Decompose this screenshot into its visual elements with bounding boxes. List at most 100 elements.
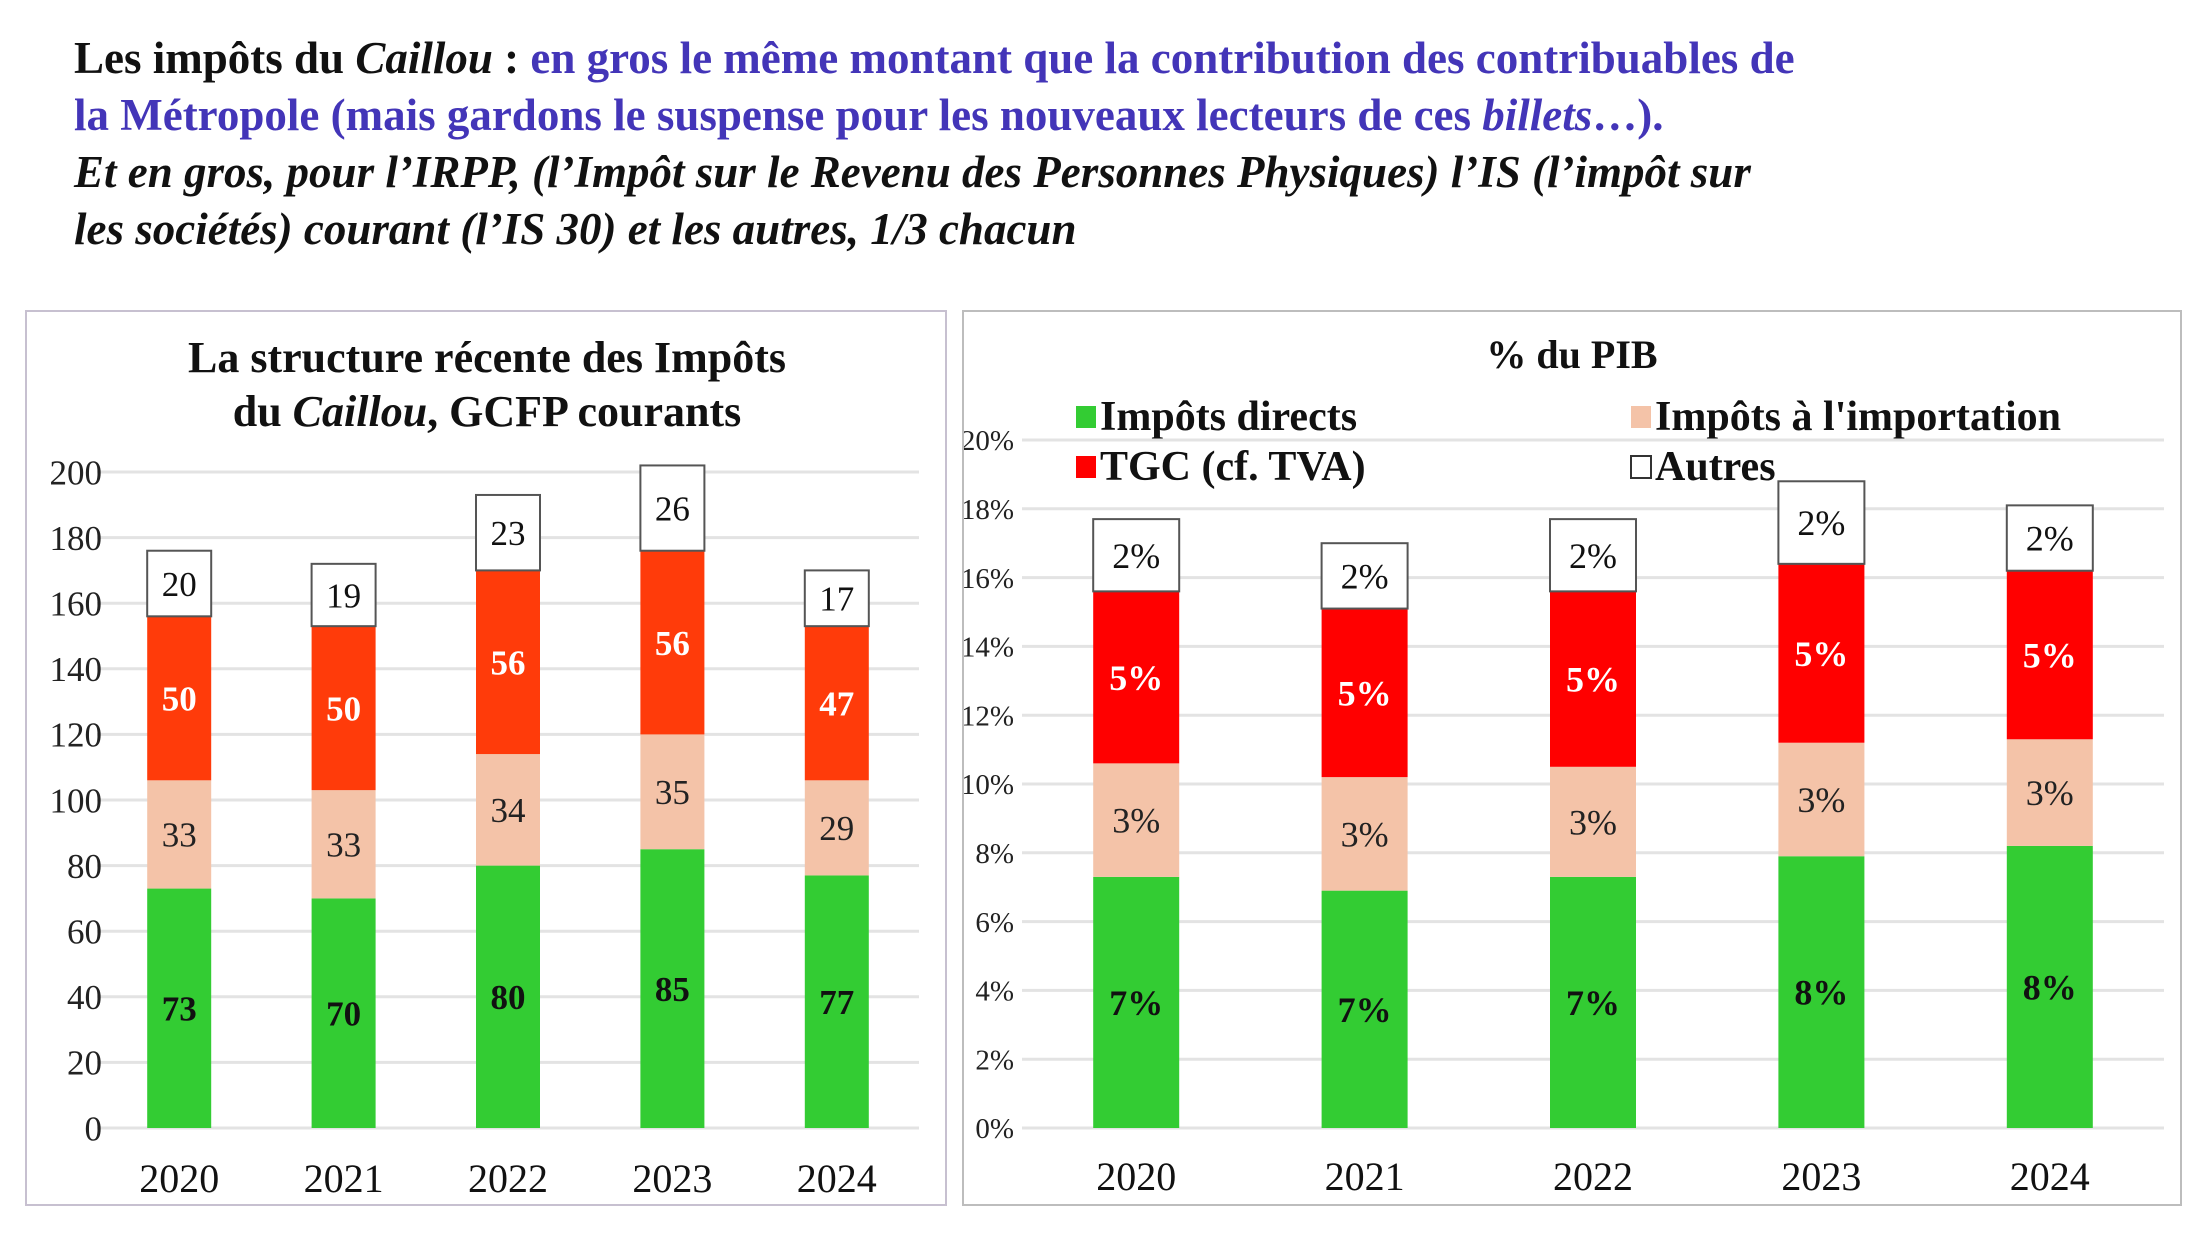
legend-swatch	[1631, 406, 1651, 428]
data-label: 33	[162, 816, 197, 855]
data-label: 7%	[1566, 983, 1620, 1023]
bar-segment	[639, 464, 706, 552]
data-label: 77	[819, 983, 854, 1022]
legend-swatch	[1630, 455, 1652, 479]
y-tick-label: 14%	[964, 632, 1014, 664]
y-tick-label: 6%	[975, 907, 1014, 939]
y-tick-label: 2%	[975, 1044, 1014, 1076]
y-tick-label: 180	[50, 519, 103, 558]
legend-swatch	[1076, 406, 1096, 428]
bar-segment	[1550, 766, 1636, 877]
x-tick-label: 2023	[1781, 1154, 1861, 1199]
chart-title-line-1: La structure récente des Impôts	[188, 333, 786, 382]
x-tick-label: 2023	[632, 1156, 712, 1201]
legend-swatch	[1076, 456, 1096, 478]
bar-segment	[803, 569, 870, 628]
bar-segment	[1321, 777, 1408, 891]
y-tick-label: 12%	[964, 700, 1014, 732]
title-post: , GCFP courants	[427, 387, 741, 436]
bar-segment	[804, 780, 869, 876]
intro-blue-end: …).	[1592, 90, 1664, 140]
bar-segment	[1093, 591, 1180, 764]
bar-segment	[147, 780, 212, 889]
data-label: 56	[491, 643, 526, 682]
data-label: 19	[326, 576, 361, 615]
data-label: 2%	[1341, 556, 1389, 596]
data-label: 50	[326, 689, 361, 728]
x-tick-label: 2020	[139, 1156, 219, 1201]
data-label: 20	[162, 565, 197, 604]
bar-segment	[1320, 542, 1409, 610]
y-tick-label: 60	[67, 912, 102, 951]
bar-segment	[147, 888, 212, 1128]
y-tick-label: 4%	[975, 976, 1014, 1008]
data-label: 35	[655, 773, 690, 812]
intro-colon: :	[492, 33, 531, 83]
data-label: 3%	[2026, 773, 2074, 813]
intro-blue-2: la Métropole (mais gardons le suspense p…	[74, 90, 1483, 140]
data-label: 3%	[1112, 801, 1160, 841]
bar-segment	[1321, 608, 1408, 778]
data-label: 80	[491, 978, 526, 1017]
bar-segment	[1777, 480, 1866, 565]
y-tick-label: 16%	[964, 563, 1014, 595]
intro-billets: billets	[1482, 90, 1593, 140]
intro-caillou: Caillou	[355, 33, 493, 83]
bar-segment	[1550, 876, 1636, 1128]
y-tick-label: 100	[50, 781, 103, 820]
y-tick-label: 120	[50, 716, 103, 755]
data-label: 8%	[1794, 973, 1848, 1013]
bar-segment	[2006, 739, 2093, 846]
y-tick-label: 140	[50, 650, 103, 689]
data-label: 85	[655, 970, 690, 1009]
bar-segment	[1321, 890, 1408, 1128]
data-label: 5%	[1566, 660, 1620, 700]
y-tick-label: 10%	[964, 769, 1014, 801]
data-label: 47	[819, 684, 854, 723]
bar-segment	[311, 626, 376, 791]
bar-segment	[1778, 742, 1865, 857]
y-tick-label: 8%	[975, 838, 1014, 870]
intro-lead: Les impôts du	[74, 33, 356, 83]
bar-segment	[476, 754, 540, 866]
data-label: 2%	[2026, 519, 2074, 559]
bar-segment	[1778, 856, 1865, 1128]
data-label: 73	[162, 990, 197, 1029]
x-tick-label: 2022	[468, 1156, 548, 1201]
bar-segment	[1549, 518, 1637, 593]
data-label: 7%	[1109, 983, 1163, 1023]
data-label: 2%	[1569, 536, 1617, 576]
intro-blue-1: en gros le même montant que la contribut…	[530, 33, 1795, 83]
intro-line-2: la Métropole (mais gardons le suspense p…	[74, 87, 2184, 144]
bar-segment	[640, 734, 705, 850]
intro-line-3: Et en gros, pour l’IRPP, (l’Impôt sur le…	[74, 147, 1751, 197]
title-caillou: Caillou	[293, 387, 428, 436]
intro-line-4: les sociétés) courant (l’IS 30) et les a…	[74, 204, 1077, 254]
y-tick-label: 18%	[964, 494, 1014, 526]
bar-segment	[1093, 876, 1180, 1128]
x-tick-label: 2024	[2010, 1154, 2090, 1199]
data-label: 2%	[1797, 503, 1845, 543]
data-label: 70	[326, 994, 361, 1033]
y-tick-label: 20%	[964, 425, 1014, 457]
data-label: 3%	[1341, 814, 1389, 854]
data-label: 5%	[1338, 673, 1392, 713]
bar-segment	[804, 875, 869, 1128]
bar-segment	[1778, 563, 1865, 743]
data-label: 7%	[1338, 990, 1392, 1030]
chart-pib-box: % du PIB Impôts directs Impôts à l'importa…	[961, 310, 2182, 1206]
y-tick-label: 20	[67, 1044, 102, 1083]
x-tick-label: 2024	[797, 1156, 877, 1201]
bar-segment	[146, 549, 213, 618]
data-label: 5%	[1794, 634, 1848, 674]
bar-segment	[311, 790, 376, 899]
title-pre: du	[233, 387, 293, 436]
legend-label: Impôts directs	[1100, 394, 1357, 440]
bar-segment	[311, 898, 376, 1128]
y-tick-label: 160	[50, 584, 103, 623]
y-tick-label: 200	[50, 453, 103, 492]
chart-title: % du PIB	[1486, 332, 1657, 377]
bar-segment	[640, 550, 705, 735]
bar-segment	[476, 570, 540, 755]
intro-line-1: Les impôts du Caillou : en gros le même …	[74, 30, 2184, 87]
